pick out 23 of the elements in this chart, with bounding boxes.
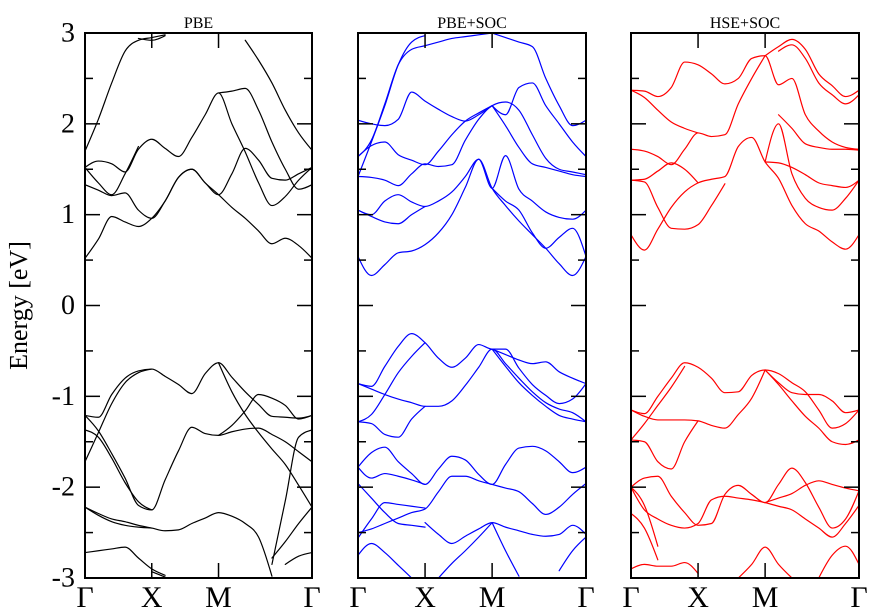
y-tick-label: 2 <box>61 108 75 140</box>
x-tick-label: X <box>140 581 163 611</box>
y-tick-label: 0 <box>61 290 75 321</box>
y-tick-label: 3 <box>61 18 75 48</box>
chart-title: PBE+SOC <box>437 15 507 32</box>
chart-title: HSE+SOC <box>710 15 780 32</box>
y-tick-label: -1 <box>52 380 75 412</box>
x-tick-label: M <box>752 581 778 611</box>
x-tick-label: X <box>687 581 710 611</box>
x-tick-label: Γ <box>850 581 868 611</box>
y-tick-label: -2 <box>52 472 75 503</box>
y-tick-label: -3 <box>52 562 75 594</box>
x-tick-label: X <box>414 581 436 611</box>
x-tick-label: Γ <box>76 581 94 611</box>
x-tick-label: Γ <box>622 581 640 611</box>
y-axis-title: Energy [eV] <box>4 241 33 370</box>
x-tick-label: M <box>205 581 232 611</box>
y-tick-label: 1 <box>61 199 75 230</box>
x-tick-label: M <box>478 581 506 611</box>
x-tick-label: Γ <box>577 581 595 611</box>
x-tick-label: Γ <box>349 581 367 611</box>
chart-title: PBE <box>184 15 214 32</box>
x-tick-label: Γ <box>303 581 321 611</box>
